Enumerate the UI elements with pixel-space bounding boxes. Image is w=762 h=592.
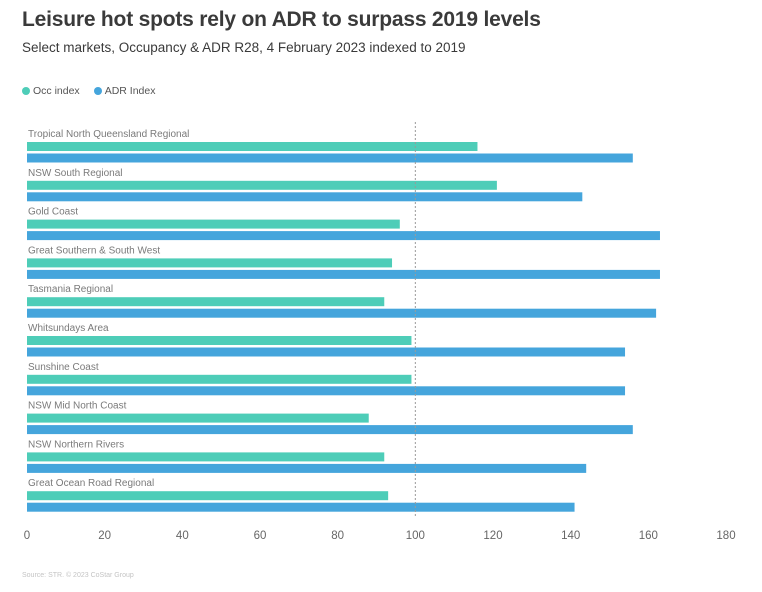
x-tick-label: 140	[561, 530, 580, 542]
x-tick-label: 120	[483, 530, 502, 542]
category-label: Whitsundays Area	[28, 323, 109, 334]
bar-occ-index	[27, 258, 393, 268]
category-label: NSW Northern Rivers	[28, 439, 124, 450]
legend-label-occ: Occ index	[33, 85, 80, 97]
category-label: Great Ocean Road Regional	[28, 478, 154, 489]
source-note: Source: STR. © 2023 CoStar Group	[22, 572, 134, 579]
x-tick-label: 80	[331, 530, 344, 542]
legend-swatch-occ	[22, 87, 30, 95]
category-label: Sunshine Coast	[28, 362, 99, 373]
bar-occ-index	[27, 491, 389, 501]
category-label: Great Southern & South West	[28, 245, 160, 256]
bar-adr-index	[27, 463, 587, 473]
legend: Occ index ADR Index	[22, 85, 155, 97]
bar-occ-index	[27, 142, 478, 151]
legend-item-adr[interactable]: ADR Index	[93, 85, 156, 97]
bar-occ-index	[27, 297, 385, 307]
bar-occ-index	[27, 413, 369, 423]
x-tick-label: 60	[254, 530, 267, 542]
bar-adr-index	[27, 269, 660, 279]
x-tick-label: 160	[639, 530, 658, 542]
x-tick-label: 40	[176, 530, 189, 542]
bar-adr-index	[27, 386, 626, 396]
category-label: NSW South Regional	[28, 168, 123, 179]
legend-label-adr: ADR Index	[104, 85, 156, 97]
x-tick-label: 180	[716, 530, 735, 542]
chart-subtitle: Select markets, Occupancy & ADR R28, 4 F…	[22, 40, 466, 55]
bar-adr-index	[27, 192, 583, 202]
bar-occ-index	[27, 219, 400, 229]
bar-adr-index	[27, 425, 633, 435]
bar-adr-index	[27, 231, 660, 241]
category-label: Tropical North Queensland Regional	[28, 129, 189, 140]
category-label: NSW Mid North Coast	[28, 401, 127, 412]
bar-adr-index	[27, 153, 633, 163]
x-tick-label: 20	[98, 530, 111, 542]
category-label: Gold Coast	[28, 207, 78, 218]
chart-title: Leisure hot spots rely on ADR to surpass…	[22, 8, 541, 31]
bar-occ-index	[27, 452, 385, 462]
category-label: Tasmania Regional	[28, 284, 113, 295]
bar-adr-index	[27, 502, 575, 512]
bar-occ-index	[27, 180, 497, 190]
x-tick-label: 0	[24, 530, 30, 542]
bar-adr-index	[27, 308, 657, 318]
bar-adr-index	[27, 347, 626, 357]
x-tick-label: 100	[406, 530, 425, 542]
bar-occ-index	[27, 374, 412, 384]
legend-item-occ[interactable]: Occ index	[22, 85, 80, 97]
bar-occ-index	[27, 336, 412, 345]
legend-swatch-adr	[93, 87, 102, 95]
